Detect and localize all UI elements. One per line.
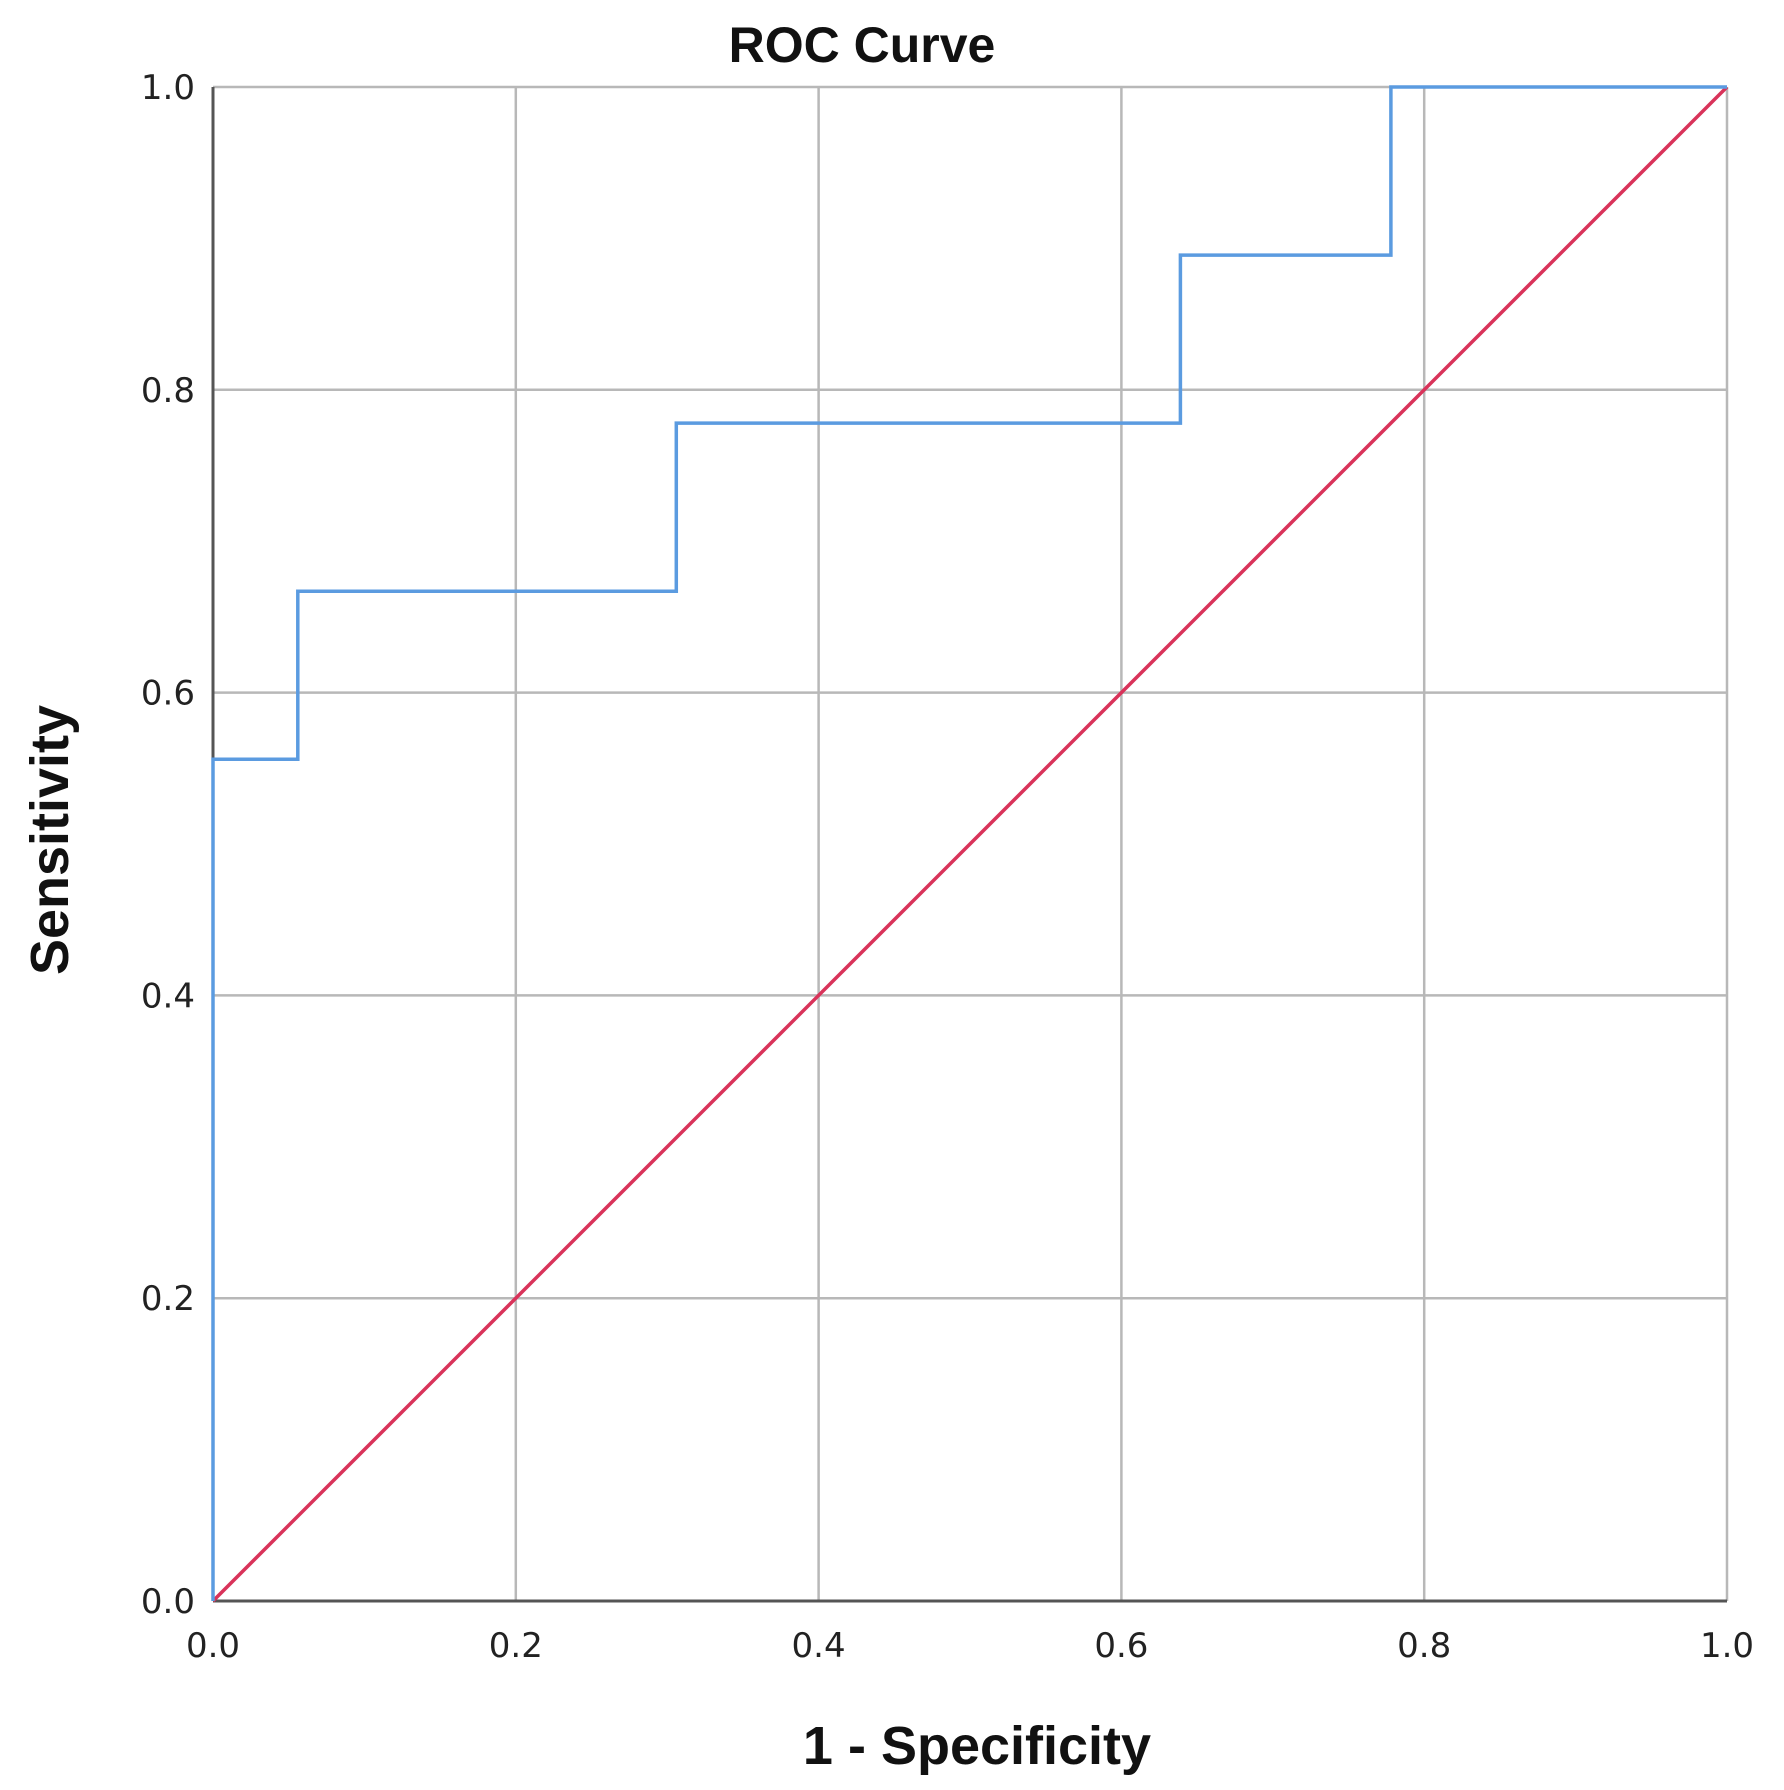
y-tick-label: 0.2 <box>141 1279 195 1319</box>
chart-title: ROC Curve <box>729 17 996 73</box>
y-tick-label: 0.6 <box>141 674 195 714</box>
x-tick-label: 0.4 <box>792 1626 846 1666</box>
grid <box>211 85 1729 1603</box>
x-tick-label: 0.0 <box>186 1626 240 1666</box>
y-tick-label: 1.0 <box>141 68 195 108</box>
x-tick-label: 1.0 <box>1700 1626 1754 1666</box>
y-tick-label: 0.8 <box>141 371 195 411</box>
series <box>211 85 1729 1603</box>
y-axis-title: Sensitivity <box>20 705 80 975</box>
y-tick-labels: 0.0 0.2 0.4 0.6 0.8 1.0 <box>141 68 195 1622</box>
reference-diagonal-line <box>211 85 1729 1603</box>
roc-curve-line <box>211 85 1727 1601</box>
x-tick-label: 0.8 <box>1397 1626 1451 1666</box>
x-tick-label: 0.2 <box>489 1626 543 1666</box>
x-tick-label: 0.6 <box>1094 1626 1148 1666</box>
y-tick-label: 0.4 <box>141 976 195 1016</box>
x-axis-title: 1 - Specificity <box>803 1716 1151 1776</box>
x-tick-labels: 0.0 0.2 0.4 0.6 0.8 1.0 <box>186 1626 1754 1666</box>
y-tick-label: 0.0 <box>141 1582 195 1622</box>
